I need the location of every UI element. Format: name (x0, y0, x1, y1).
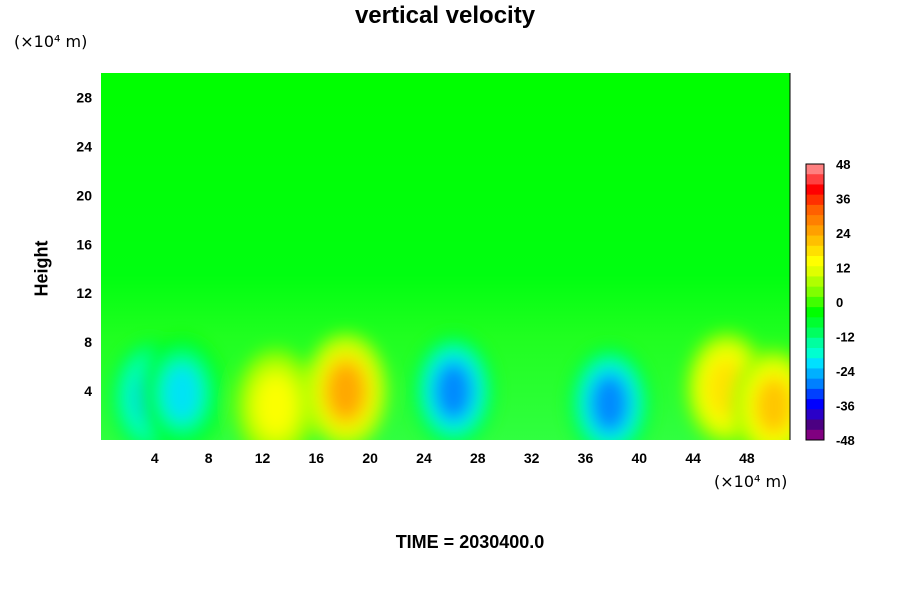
y-tick-label: 16 (76, 236, 92, 252)
feature-3-layer (327, 363, 364, 420)
colorbar-segment (806, 256, 824, 267)
x-tick-label: 4 (151, 450, 159, 466)
feature-5 (567, 345, 652, 440)
colorbar-tick-label: -36 (836, 399, 855, 414)
colorbar-segment (806, 307, 824, 318)
colorbar-tick-label: 24 (836, 226, 851, 241)
y-tick-label: 24 (76, 138, 92, 154)
colorbar-tick-label: 0 (836, 295, 843, 310)
colorbar-segment (806, 378, 824, 390)
colorbar-segment (806, 194, 824, 206)
colorbar-segment (806, 245, 824, 257)
x-tick-label: 8 (205, 450, 213, 466)
colorbar-segment (806, 317, 824, 329)
colorbar-tick-label: -12 (836, 330, 855, 345)
feature-4-layer (435, 363, 472, 420)
feature-2-layer (257, 377, 294, 434)
chart-title: vertical velocity (354, 2, 536, 29)
colorbar-tick-label: 12 (836, 261, 850, 276)
feature-2 (233, 347, 318, 440)
x-tick-label: 28 (470, 450, 486, 466)
colorbar-segment (806, 429, 824, 441)
colorbar-segment (806, 204, 824, 216)
colorbar-tick-label: -48 (836, 433, 855, 448)
colorbar-segment (806, 286, 824, 298)
colorbar-segment (806, 399, 824, 410)
colorbar-segment (806, 337, 824, 349)
y-tick-label: 12 (76, 285, 92, 301)
colorbar-segment (806, 348, 824, 359)
feature-3 (303, 333, 388, 440)
colorbar-segment (806, 368, 824, 380)
colorbar-tick-label: 36 (836, 192, 850, 207)
x-tick-label: 12 (255, 450, 271, 466)
colorbar-segment (806, 388, 824, 400)
colorbar-segment (806, 327, 824, 339)
colorbar-segment (806, 419, 824, 431)
feature-7 (731, 347, 790, 440)
colorbar-tick-label: 48 (836, 157, 850, 172)
colorbar-segment (806, 235, 824, 247)
colorbar-segment (806, 358, 824, 369)
x-axis-unit: (×10⁴ m) (714, 472, 788, 491)
feature-4 (411, 333, 496, 440)
x-tick-label: 16 (309, 450, 325, 466)
colorbar-segment (806, 266, 824, 277)
x-tick-label: 40 (631, 450, 647, 466)
colorbar-segment (806, 276, 824, 288)
x-tick-label: 44 (685, 450, 701, 466)
x-tick-label: 48 (739, 450, 755, 466)
colorbar-segment (806, 225, 824, 237)
colorbar-segment (806, 296, 824, 308)
feature-5-layer (591, 375, 628, 432)
y-tick-label: 20 (76, 187, 92, 203)
colorbar-tick-label: -24 (836, 364, 856, 379)
x-tick-label: 32 (524, 450, 540, 466)
y-tick-label: 8 (84, 334, 92, 350)
colorbar-border (805, 163, 825, 441)
x-tick-label: 20 (362, 450, 378, 466)
x-tick-label: 24 (416, 450, 432, 466)
x-tick-label: 36 (578, 450, 594, 466)
colorbar-segment (806, 164, 824, 175)
colorbar-segment (806, 174, 824, 185)
y-axis-unit: (×10⁴ m) (14, 32, 88, 51)
feature-1-layer (163, 365, 200, 422)
colorbar-segment (806, 409, 824, 421)
colorbar-segment (806, 184, 824, 196)
feature-1 (139, 335, 224, 440)
feature-7-layer (755, 377, 790, 434)
time-label: TIME = 2030400.0 (395, 532, 545, 552)
y-tick-label: 28 (76, 89, 92, 105)
y-tick-label: 4 (84, 383, 92, 399)
colorbar-segment (806, 215, 824, 226)
